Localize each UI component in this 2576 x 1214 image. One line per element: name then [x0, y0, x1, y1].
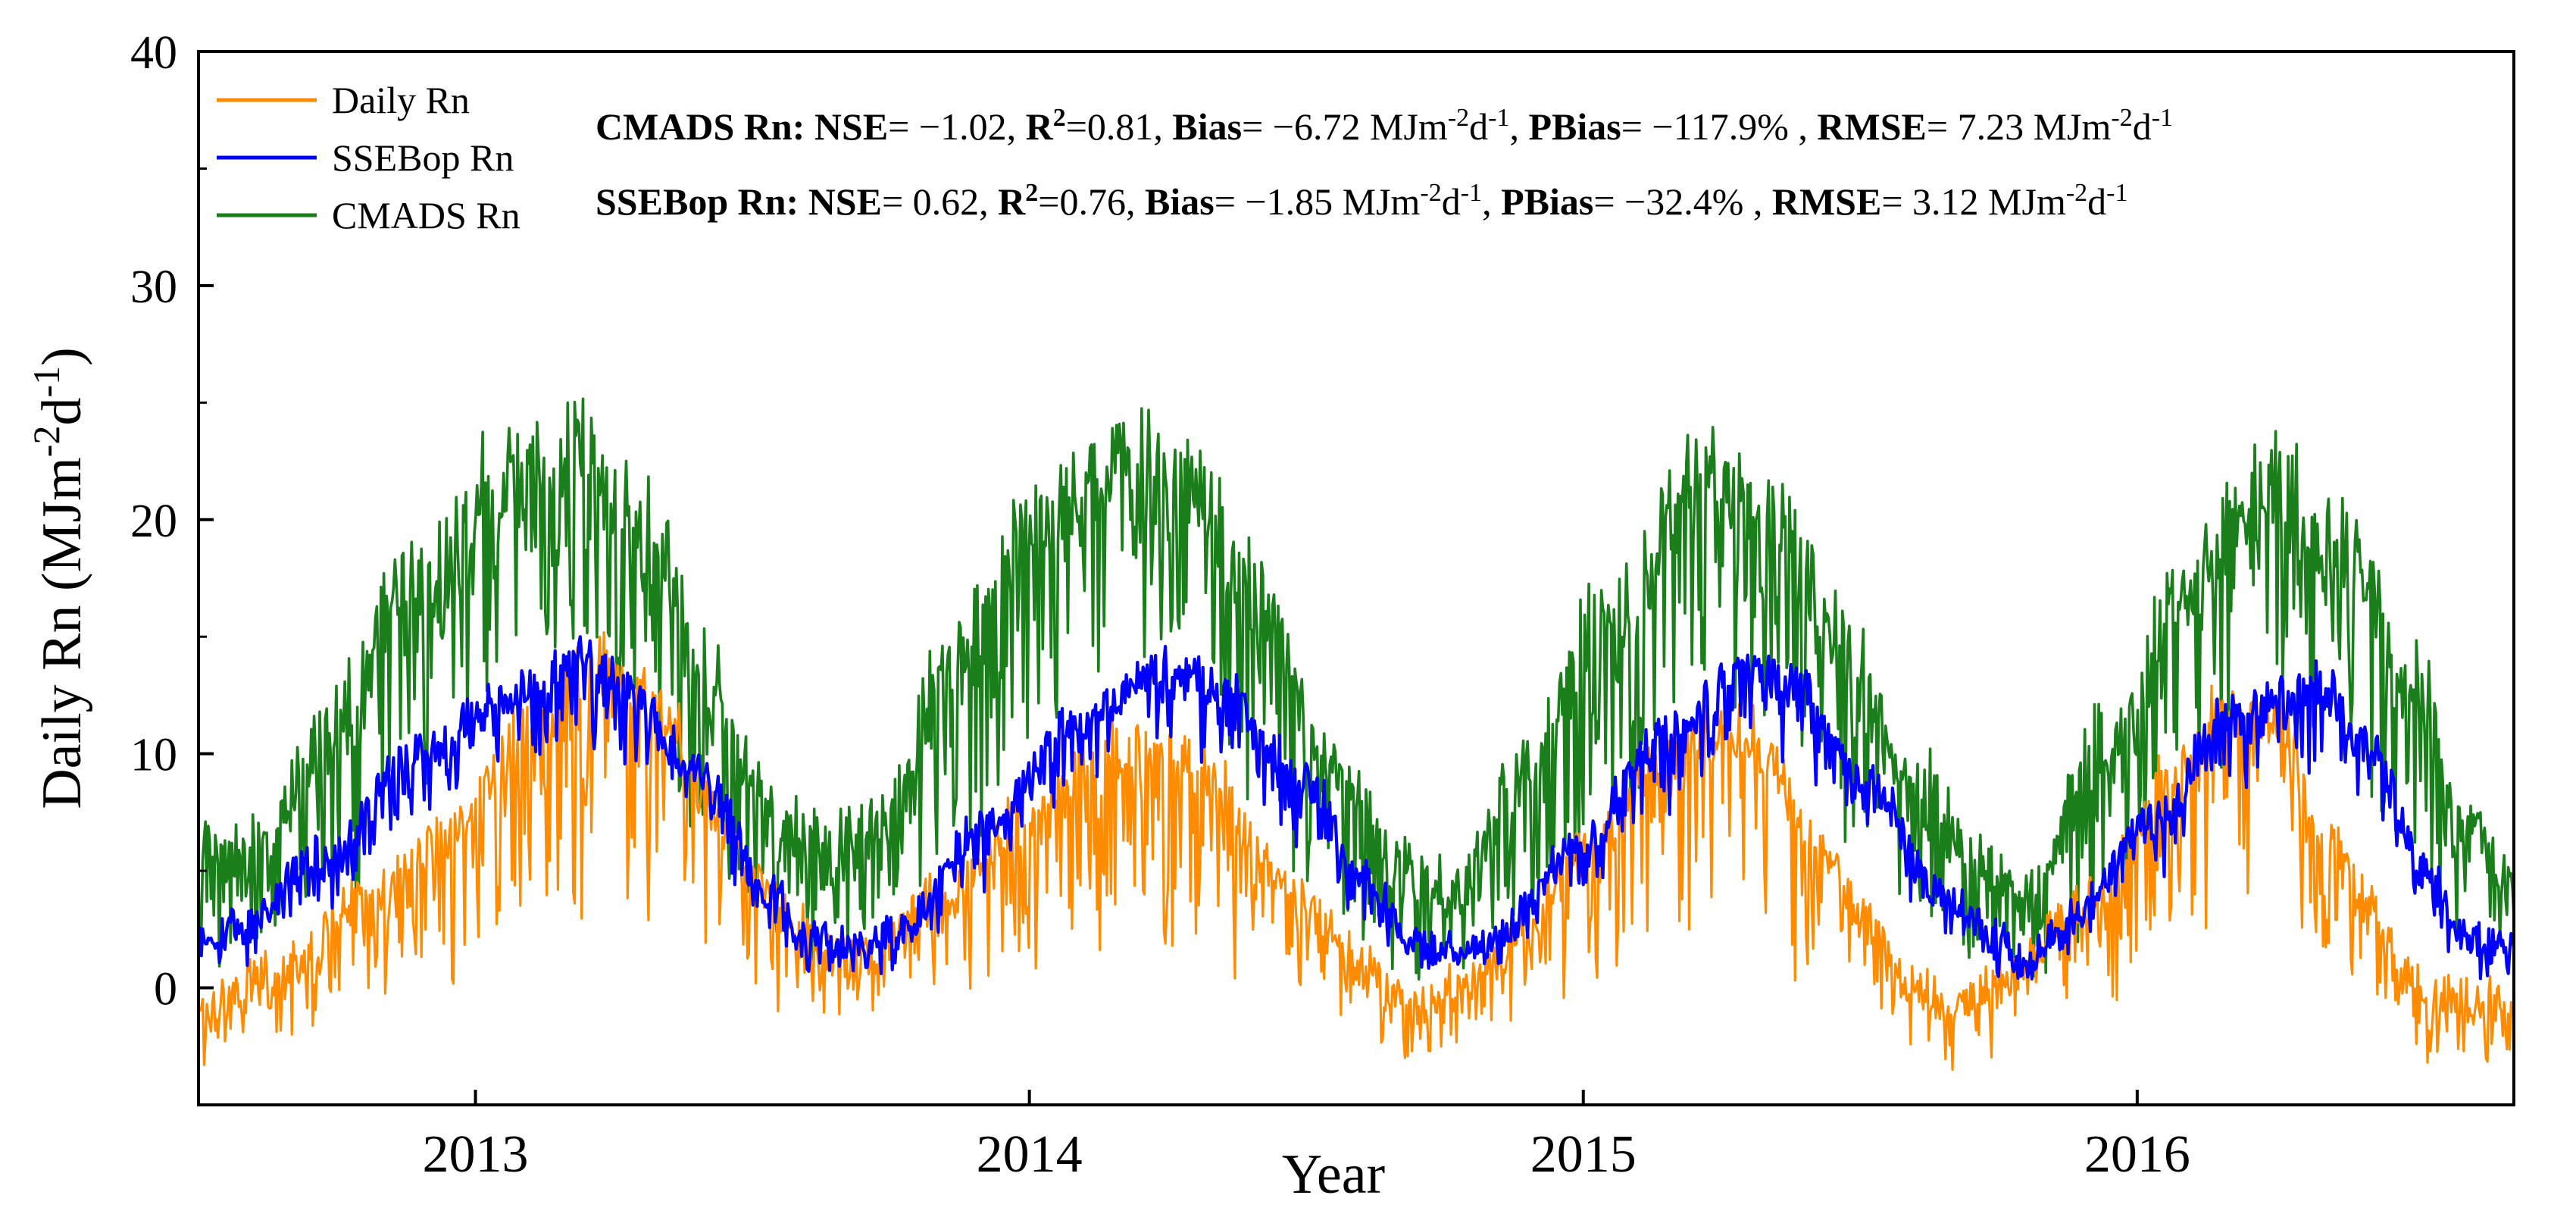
cmads-bias-exp2: -1	[1488, 104, 1509, 132]
y-axis-title-unit-mid: d	[31, 398, 93, 426]
cmads-rmse-mid: d	[2133, 105, 2152, 148]
cmads-rmse-label: RMSE	[1817, 105, 1926, 148]
legend-label-ssebop-rn: SSEBop Rn	[332, 136, 514, 179]
ssebop-label: SSEBop Rn:	[596, 180, 799, 223]
series-line-cmads-rn	[197, 397, 2515, 981]
ssebop-nse-value: = 0.62,	[882, 180, 989, 223]
y-axis-title-unit-exp2: -1	[25, 366, 67, 398]
cmads-pbias-value: = −117.9% ,	[1621, 105, 1808, 148]
x-axis: 2013 2014 2015 2016	[423, 1090, 2190, 1184]
ssebop-bias-label: Bias	[1145, 180, 1215, 223]
cmads-r2-exp: 2	[1053, 104, 1066, 132]
ssebop-rmse-value: = 3.12 MJm	[1881, 180, 2066, 223]
series-layer	[196, 397, 2516, 1072]
cmads-pbias-label: PBias	[1528, 105, 1621, 148]
cmads-rmse-exp2: -1	[2152, 104, 2173, 132]
ssebop-rmse-label: RMSE	[1772, 180, 1881, 223]
y-axis: 0 10 20 30 40	[130, 27, 214, 1106]
ssebop-r2-label: R	[998, 180, 1026, 223]
y-axis-title-unit-exp1: -2	[25, 426, 67, 458]
y-tick-label: 40	[130, 27, 177, 79]
cmads-bias-mid: d	[1469, 105, 1488, 148]
cmads-nse-value: = −1.02,	[888, 105, 1016, 148]
ssebop-r2-exp: 2	[1025, 179, 1038, 207]
ssebop-bias-value: = −1.85 MJm	[1215, 180, 1421, 223]
y-axis-title-unit-end: )	[31, 347, 93, 366]
ssebop-nse-label: NSE	[808, 180, 882, 223]
cmads-rmse-value: = 7.23 MJm	[1927, 105, 2112, 148]
ssebop-bias-exp2: -1	[1461, 179, 1482, 207]
x-tick-label: 2014	[977, 1125, 1083, 1184]
y-axis-title-unit-base: (MJm	[31, 457, 93, 591]
ssebop-bias-end: ,	[1482, 180, 1492, 223]
x-tick-label: 2015	[1530, 1125, 1637, 1184]
x-tick-label: 2016	[2084, 1125, 2190, 1184]
ssebop-rmse-exp2: -1	[2106, 179, 2127, 207]
legend-label-daily-rn: Daily Rn	[332, 79, 470, 121]
cmads-bias-value: = −6.72 MJm	[1242, 105, 1448, 148]
ssebop-pbias-value: = −32.4% ,	[1593, 180, 1762, 223]
cmads-bias-exp1: -2	[1448, 104, 1469, 132]
plot-frame	[197, 50, 2515, 1106]
cmads-bias-end: ,	[1509, 105, 1519, 148]
ssebop-rmse-mid: d	[2087, 180, 2106, 223]
cmads-label: CMADS Rn:	[596, 105, 805, 148]
cmads-r2-value: =0.81,	[1066, 105, 1163, 148]
annotation-cmads-stats: CMADS Rn: NSE= −1.02, R2=0.81, Bias= −6.…	[596, 104, 2173, 149]
y-tick-label: 20	[130, 496, 177, 547]
cmads-r2-label: R	[1026, 105, 1054, 148]
annotation-ssebop-stats: SSEBop Rn: NSE= 0.62, R2=0.76, Bias= −1.…	[596, 179, 2128, 224]
legend-label-cmads-rn: CMADS Rn	[332, 194, 521, 236]
x-axis-title: Year	[1282, 1144, 1385, 1206]
ssebop-pbias-label: PBias	[1501, 180, 1593, 223]
series-line-ssebop-rn	[196, 635, 2516, 981]
y-tick-label: 10	[130, 730, 177, 781]
cmads-nse-label: NSE	[814, 105, 888, 148]
y-tick-label: 0	[154, 964, 177, 1015]
legend: Daily Rn SSEBop Rn CMADS Rn	[217, 79, 521, 236]
y-axis-title: Daily Rn (MJm-2d-1)	[25, 347, 93, 809]
ssebop-r2-value: =0.76,	[1038, 180, 1135, 223]
cmads-rmse-exp1: -2	[2111, 104, 2132, 132]
series-line-daily-rn	[198, 630, 2515, 1072]
ssebop-bias-mid: d	[1442, 180, 1461, 223]
y-tick-label: 30	[130, 261, 177, 313]
x-tick-label: 2013	[423, 1125, 529, 1184]
y-axis-title-main: Daily Rn	[31, 605, 93, 809]
ssebop-bias-exp1: -2	[1420, 179, 1441, 207]
ssebop-rmse-exp1: -2	[2066, 179, 2087, 207]
cmads-bias-label: Bias	[1172, 105, 1242, 148]
